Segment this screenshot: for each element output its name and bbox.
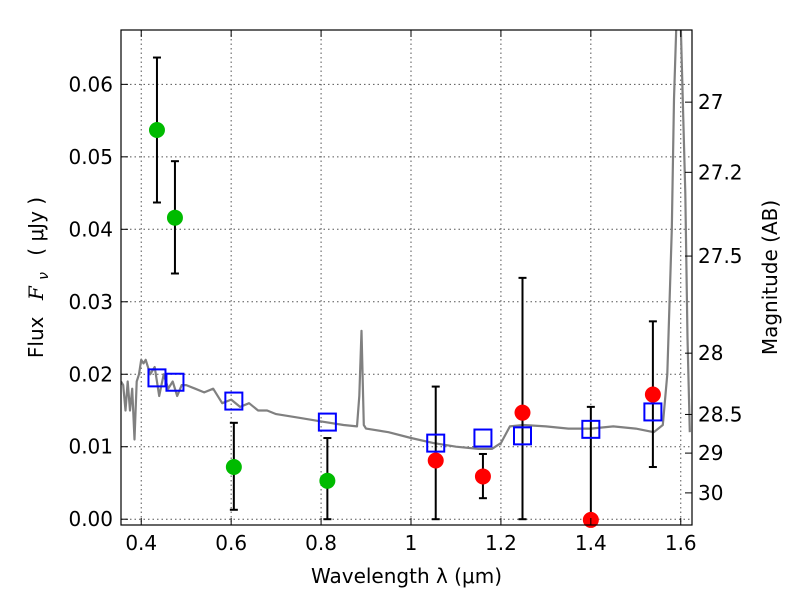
data-point — [225, 459, 242, 476]
tick-layer: 0.4 0.6 0.8 1 1.2 1.4 1.6 0.00 0.01 0.02 0.03 0.04 0… — [68, 30, 743, 555]
model-point — [317, 412, 337, 432]
y-axis-title-prefix: Flux — [24, 316, 48, 358]
data-point — [166, 209, 183, 226]
data-point — [319, 472, 336, 489]
spectrum-layer — [121, 30, 691, 450]
grid — [121, 30, 692, 525]
data-point — [148, 122, 165, 139]
model-point — [643, 402, 663, 422]
y-axis-title: Flux F ν ( μJy ) — [24, 197, 53, 358]
right-tick-label: 29 — [698, 441, 723, 465]
data-point — [514, 404, 531, 421]
y-axis-title-symbol: F — [24, 285, 48, 301]
model-point — [581, 419, 601, 439]
model-point — [473, 428, 493, 448]
x-tick-label: 1.2 — [485, 531, 517, 555]
x-axis-title: Wavelength λ (μm) — [311, 564, 502, 588]
right-tick-label: 28.5 — [698, 402, 743, 426]
y-tick-label: 0.05 — [68, 145, 113, 169]
y-tick-label: 0.03 — [68, 290, 113, 314]
y-tick-label: 0.01 — [68, 435, 113, 459]
right-tick-label: 27 — [698, 90, 723, 114]
y-tick-label: 0.04 — [68, 217, 113, 241]
x-tick-label: 1.4 — [575, 531, 607, 555]
model-point — [426, 433, 446, 453]
right-axis-title: Magnitude (AB) — [758, 200, 782, 355]
x-tick-label: 1 — [405, 531, 418, 555]
y-tick-label: 0.06 — [68, 72, 113, 96]
errorbar-layer — [152, 56, 657, 521]
model-point — [224, 391, 244, 411]
marker-layer — [147, 122, 663, 528]
right-tick-label: 27.5 — [698, 244, 743, 268]
model-point — [512, 426, 532, 446]
x-tick-label: 1.6 — [665, 531, 697, 555]
x-tick-label: 0.8 — [305, 531, 337, 555]
y-tick-label: 0.02 — [68, 362, 113, 386]
data-point — [644, 386, 661, 403]
model-point — [165, 372, 185, 392]
plot-frame — [120, 29, 693, 526]
right-tick-label: 30 — [698, 481, 723, 505]
y-tick-label: 0.00 — [68, 507, 113, 531]
y-axis-title-unit: ( μJy ) — [24, 197, 48, 256]
right-tick-label: 28 — [698, 341, 723, 365]
x-tick-label: 0.6 — [215, 531, 247, 555]
data-point — [474, 468, 491, 485]
spectrum-line — [121, 30, 691, 450]
right-tick-label: 27.2 — [698, 160, 743, 184]
x-tick-label: 0.4 — [125, 531, 157, 555]
data-point — [427, 452, 444, 469]
y-axis-title-sub: ν — [36, 272, 52, 280]
